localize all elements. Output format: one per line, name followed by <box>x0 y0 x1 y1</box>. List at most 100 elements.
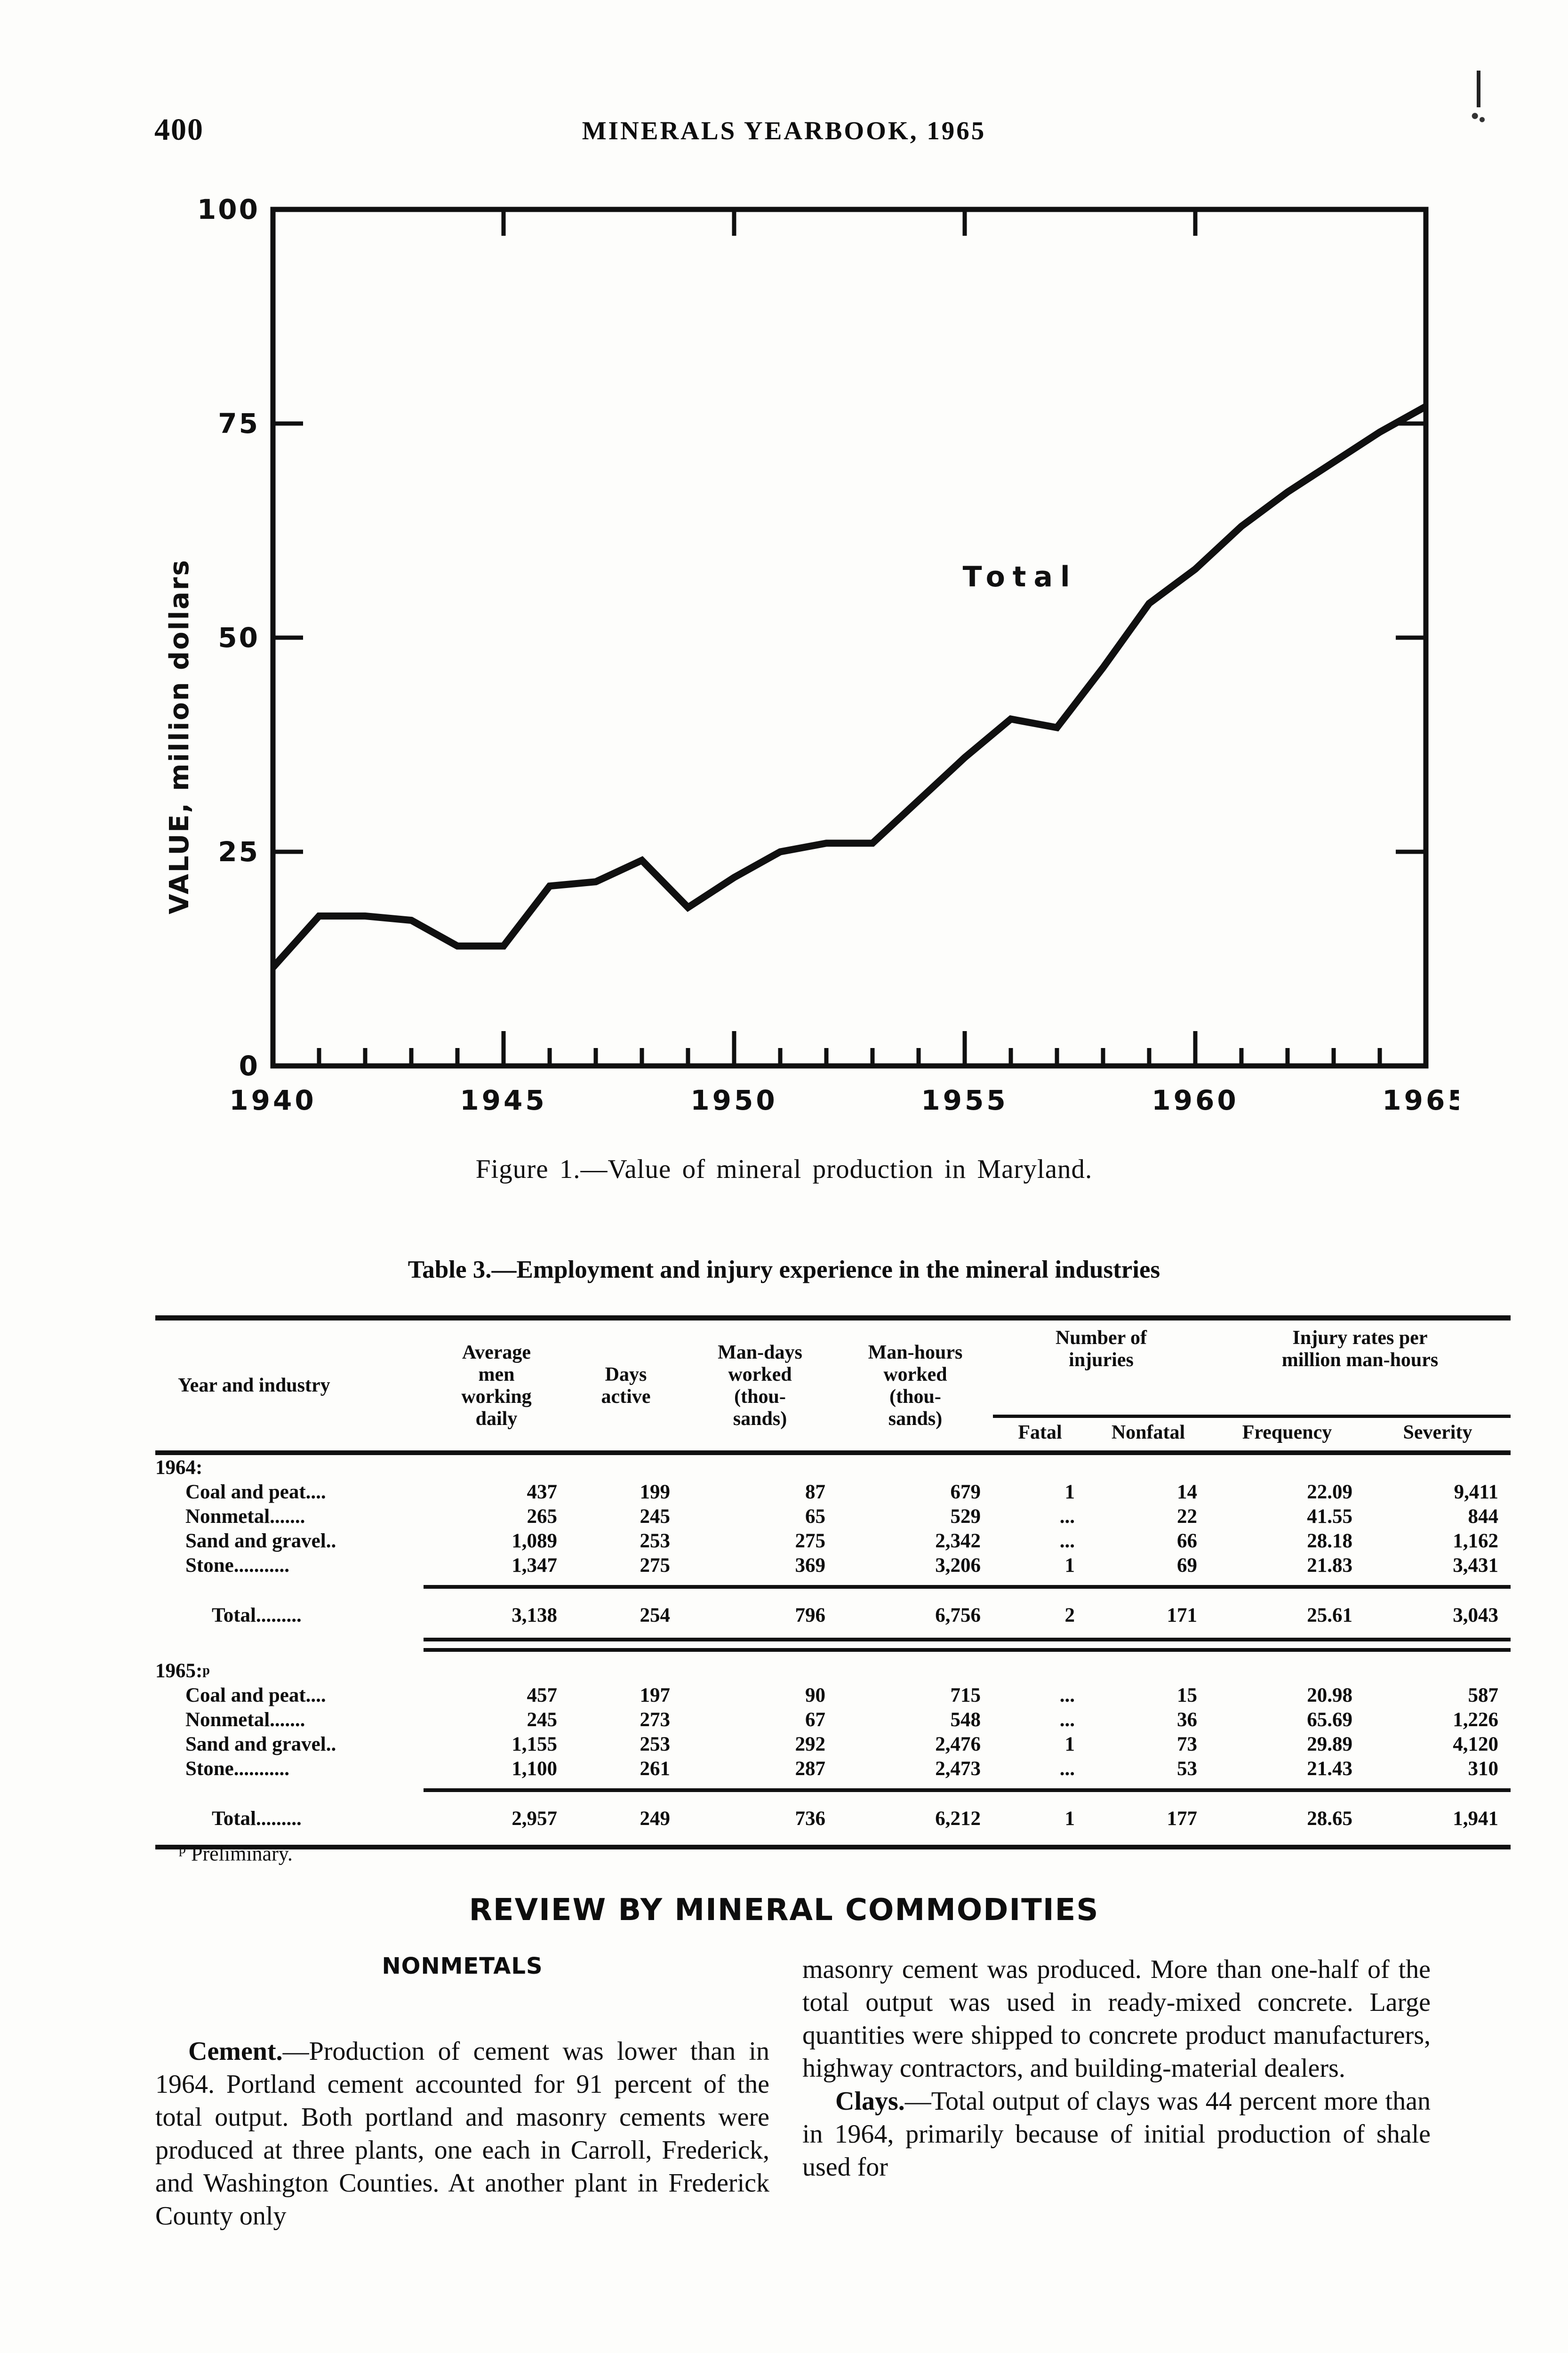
pre-total-rule <box>424 1585 1511 1589</box>
cell-value: 177 <box>1167 1807 1198 1830</box>
cell-value: 20.98 <box>1307 1684 1352 1706</box>
cell-value: 245 <box>527 1708 558 1731</box>
cell-value: 90 <box>805 1684 825 1706</box>
section-year-text: 1965: <box>155 1659 203 1682</box>
cell-value: 254 <box>640 1604 671 1626</box>
cell-value: 65 <box>805 1505 825 1528</box>
cell-value: 4,120 <box>1453 1733 1498 1755</box>
cell-value: 87 <box>805 1481 825 1503</box>
cell-value: 292 <box>795 1733 826 1755</box>
cell-value: 199 <box>640 1481 671 1503</box>
ink-smudge <box>1470 71 1486 123</box>
row-label: Coal and peat.... <box>185 1684 326 1706</box>
cell-value: 265 <box>527 1505 558 1528</box>
section-divider-rule <box>424 1638 1511 1652</box>
cell-value: 3,138 <box>512 1604 557 1626</box>
cell-value: 69 <box>1177 1554 1197 1577</box>
table-row: Coal and peat.... 457 197 90 715... 15 20.98 58… <box>155 1683 1511 1707</box>
cell-value: 715 <box>950 1684 981 1706</box>
clays-text: —Total output of clays was 44 percent mo… <box>802 2087 1431 2182</box>
cell-value: 25.61 <box>1307 1604 1352 1626</box>
row-label: Total......... <box>212 1604 302 1626</box>
x-tick-label: 1945 <box>460 1084 547 1116</box>
cell-value: 253 <box>640 1733 671 1755</box>
table-row: Stone........... 1,100 261 287 2,473... 53 21.… <box>155 1756 1511 1781</box>
running-title: MINERALS YEARBOOK, 1965 <box>582 116 986 145</box>
group-header-number-of-injuries: Number of injuries <box>1055 1327 1147 1371</box>
cell-value: 273 <box>640 1708 671 1731</box>
section-year-label: 1965: p <box>155 1659 210 1682</box>
cell-value: 197 <box>640 1684 671 1706</box>
group-header-rule <box>993 1414 1511 1418</box>
row-label: Coal and peat.... <box>185 1481 326 1503</box>
x-tick-label: 1960 <box>1152 1084 1239 1116</box>
x-tick-label: 1940 <box>229 1084 316 1116</box>
table-bottom-rule <box>155 1845 1511 1849</box>
cell-value: 796 <box>795 1604 826 1626</box>
y-tick-label: 75 <box>218 408 260 440</box>
row-label: Sand and gravel.. <box>185 1529 336 1552</box>
cell-value: ... <box>1059 1529 1075 1552</box>
col-header-nonfatal: Nonfatal <box>1111 1421 1185 1443</box>
cell-value: 2,342 <box>935 1529 981 1552</box>
cell-value: 253 <box>640 1529 671 1552</box>
cell-value: 2 <box>1064 1604 1075 1626</box>
cell-value: 67 <box>805 1708 825 1731</box>
cell-value: 3,043 <box>1453 1604 1498 1626</box>
clays-paragraph: Clays.—Total output of clays was 44 perc… <box>802 2085 1431 2184</box>
table-header: Year and industry Average men working da… <box>155 1321 1511 1450</box>
cell-value: 249 <box>640 1807 671 1830</box>
table-total-row: Total......... 2,957 249 736 6,212 1 177 28.65 1… <box>155 1806 1511 1831</box>
cell-value: 171 <box>1167 1604 1198 1626</box>
cell-value: 437 <box>527 1481 558 1503</box>
cell-value: 14 <box>1177 1481 1197 1503</box>
cell-value: 1 <box>1064 1733 1075 1755</box>
col-header-days-active: Days active <box>601 1363 651 1408</box>
injury-table: Year and industry Average men working da… <box>155 1315 1511 1849</box>
x-tick-label: 1955 <box>921 1084 1008 1116</box>
cell-value: 1,347 <box>512 1554 557 1577</box>
cell-value: 245 <box>640 1505 671 1528</box>
cement-lead: Cement. <box>188 2037 283 2066</box>
col-header-severity: Severity <box>1403 1421 1472 1443</box>
page-number: 400 <box>154 112 204 147</box>
cell-value: 22 <box>1177 1505 1197 1528</box>
cell-value: 6,212 <box>935 1807 981 1830</box>
cell-value: 679 <box>950 1481 981 1503</box>
cell-value: 28.65 <box>1307 1807 1352 1830</box>
cell-value: 1,089 <box>512 1529 557 1552</box>
cell-value: 1 <box>1064 1554 1075 1577</box>
cell-value: 3,431 <box>1453 1554 1498 1577</box>
cell-value: 6,756 <box>935 1604 981 1626</box>
cell-value: 1,100 <box>512 1757 557 1780</box>
grouped-headers: Number of injuries Injury rates per mill… <box>993 1327 1511 1445</box>
cell-value: 41.55 <box>1307 1505 1352 1528</box>
cement-paragraph: Cement.—Production of cement was lower t… <box>155 2035 769 2233</box>
y-tick-label: 25 <box>218 836 260 868</box>
table-top-rule <box>155 1315 1511 1321</box>
cell-value: 53 <box>1177 1757 1197 1780</box>
table-row: Nonmetal....... 245 273 67 548... 36 65.69 1,22… <box>155 1707 1511 1732</box>
table-title: Table 3.—Employment and injury experienc… <box>408 1256 1160 1283</box>
pre-total-rule <box>424 1788 1511 1792</box>
y-tick-label: 50 <box>218 622 260 654</box>
x-tick-label: 1965 <box>1382 1084 1459 1116</box>
cell-value: 457 <box>527 1684 558 1706</box>
row-label: Stone........... <box>185 1757 289 1780</box>
cell-value: 1,226 <box>1453 1708 1498 1731</box>
cell-value: 28.18 <box>1307 1529 1352 1552</box>
group-header-injury-rates: Injury rates per million man-hours <box>1281 1327 1439 1371</box>
col-header-year-industry: Year and industry <box>178 1375 330 1397</box>
y-tick-label: 0 <box>239 1050 260 1082</box>
table-row: Coal and peat.... 437 199 87 679 1 14 22.09 9,41… <box>155 1480 1511 1504</box>
cell-value: 9,411 <box>1454 1481 1498 1503</box>
running-head: 400 MINERALS YEARBOOK, 1965 <box>0 112 1568 154</box>
cell-value: 261 <box>640 1757 671 1780</box>
cell-value: 1 <box>1064 1481 1075 1503</box>
cell-value: 21.43 <box>1307 1757 1352 1780</box>
cell-value: 529 <box>950 1505 981 1528</box>
figure-1-chart: 0 25 50 75 100 1940 1945 1950 1955 1960 1965 VALUE,… <box>141 188 1459 1144</box>
cell-value: 548 <box>950 1708 981 1731</box>
y-axis-title: VALUE, million dollars <box>164 559 195 914</box>
cell-value: 2,957 <box>512 1807 557 1830</box>
